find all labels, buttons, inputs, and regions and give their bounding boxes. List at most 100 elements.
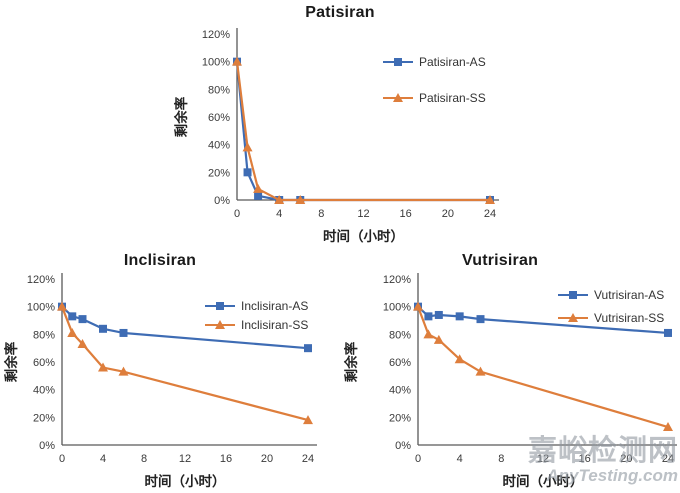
x-tick-label: 16 — [579, 453, 591, 465]
patisiran-chart: 0% 20% 40% 60% 80% 100% 120% 0 4 8 12 16 20 24 剩余率时间（小… — [170, 0, 510, 248]
legend-label: Patisiran-AS — [419, 55, 486, 69]
y-tick-label: 100% — [202, 57, 230, 69]
square-marker — [304, 344, 312, 353]
square-marker — [476, 315, 485, 324]
square-marker — [424, 312, 433, 321]
triangle-marker — [475, 366, 486, 376]
x-axis-title: 时间（小时） — [323, 228, 404, 244]
square-marker — [68, 312, 77, 321]
legend-label: Patisiran-SS — [419, 91, 486, 105]
inclisiran-chart: 0% 20% 40% 60% 80% 100% 120% 0 4 8 12 16 20 24 剩余率 时间（小… — [0, 245, 340, 493]
y-tick-label: 80% — [389, 329, 411, 341]
legend-label: Inclisiran-AS — [241, 299, 308, 313]
legend-label: Vutrisiran-AS — [594, 288, 664, 302]
y-tick-label: 40% — [208, 140, 230, 152]
y-tick-label: 40% — [389, 385, 411, 397]
y-tick-label: 60% — [33, 357, 55, 369]
triangle-marker — [118, 366, 129, 376]
y-tick-label: 20% — [389, 412, 411, 424]
x-tick-label: 12 — [537, 453, 549, 465]
square-marker — [254, 191, 263, 200]
x-tick-label: 4 — [276, 208, 282, 220]
vutrisiran-title: Vutrisiran — [461, 252, 539, 269]
triangle-marker — [242, 142, 253, 152]
x-tick-label: 20 — [261, 453, 273, 465]
y-axis-title: 剩余率 — [3, 341, 19, 382]
x-tick-label: 12 — [357, 208, 369, 220]
legend-label: Vutrisiran-SS — [594, 311, 664, 325]
x-tick-label: 24 — [302, 453, 314, 465]
square-marker — [78, 315, 87, 324]
square-marker — [434, 310, 443, 319]
triangle-marker — [253, 183, 264, 193]
y-tick-label: 0% — [395, 440, 411, 452]
inclisiran-title: Inclisiran — [123, 252, 197, 269]
x-tick-label: 8 — [141, 453, 147, 465]
series-line — [235, 61, 490, 202]
x-tick-label: 24 — [662, 453, 674, 465]
x-tick-label: 16 — [400, 208, 412, 220]
y-tick-label: 100% — [383, 302, 411, 314]
triangle-marker — [295, 195, 306, 204]
triangle-marker — [393, 93, 403, 102]
triangle-marker — [568, 313, 578, 322]
y-tick-label: 120% — [27, 274, 55, 286]
x-tick-label: 16 — [220, 453, 232, 465]
square-marker — [394, 58, 402, 66]
patisiran-title: Patisiran — [305, 4, 375, 21]
y-tick-label: 0% — [214, 195, 230, 207]
series-line — [235, 61, 490, 202]
series-line — [416, 306, 669, 429]
y-tick-label: 20% — [33, 412, 55, 424]
x-tick-label: 20 — [442, 208, 454, 220]
legend-label: Inclisiran-SS — [241, 318, 308, 332]
y-axis-title: 剩余率 — [343, 341, 359, 382]
triangle-marker — [454, 354, 465, 364]
x-tick-label: 4 — [457, 453, 463, 465]
triangle-marker — [663, 422, 673, 432]
y-axis-title: 剩余率 — [173, 96, 189, 137]
y-tick-label: 120% — [383, 274, 411, 286]
inclisiran-plot-area: 0% 20% 40% 60% 80% 100% 120% 0 4 8 12 16 20 24 剩余率时间（小… — [3, 273, 317, 489]
x-tick-label: 20 — [620, 453, 632, 465]
square-marker — [216, 302, 224, 310]
triangle-marker — [303, 415, 313, 425]
x-tick-label: 0 — [234, 208, 240, 220]
series-line — [60, 306, 309, 422]
square-marker — [119, 328, 128, 337]
triangle-marker — [274, 195, 285, 204]
y-tick-label: 20% — [208, 167, 230, 179]
y-tick-label: 120% — [202, 29, 230, 41]
triangle-marker — [77, 339, 88, 349]
triangle-marker — [413, 301, 423, 311]
x-tick-label: 8 — [318, 208, 324, 220]
y-tick-label: 40% — [33, 385, 55, 397]
y-tick-label: 0% — [39, 440, 55, 452]
y-tick-label: 60% — [208, 112, 230, 124]
triangle-marker — [433, 334, 444, 344]
triangle-marker — [485, 195, 495, 204]
x-tick-label: 0 — [59, 453, 65, 465]
triangle-marker — [215, 320, 225, 329]
x-tick-label: 8 — [498, 453, 504, 465]
y-tick-label: 60% — [389, 357, 411, 369]
square-marker — [455, 312, 464, 321]
x-tick-label: 24 — [484, 208, 496, 220]
x-axis-title: 时间（小时） — [145, 473, 226, 489]
vutrisiran-plot-area: 0% 20% 40% 60% 80% 100% 120% 0 4 8 12 16 20 24 剩余率时间（小… — [343, 273, 677, 489]
square-marker — [664, 328, 672, 337]
y-tick-label: 80% — [208, 84, 230, 96]
x-tick-label: 4 — [100, 453, 106, 465]
triangle-marker — [232, 56, 242, 66]
patisiran-plot-area: 0% 20% 40% 60% 80% 100% 120% 0 4 8 12 16 20 24 剩余率时间（小… — [173, 28, 499, 244]
y-tick-label: 100% — [27, 302, 55, 314]
x-tick-label: 12 — [179, 453, 191, 465]
triangle-marker — [67, 327, 78, 337]
triangle-marker — [423, 329, 434, 339]
x-tick-label: 0 — [415, 453, 421, 465]
x-axis-title: 时间（小时） — [503, 473, 584, 489]
triangle-marker — [57, 301, 67, 311]
triangle-marker — [98, 362, 108, 372]
square-marker — [569, 291, 577, 299]
square-marker — [99, 324, 107, 333]
